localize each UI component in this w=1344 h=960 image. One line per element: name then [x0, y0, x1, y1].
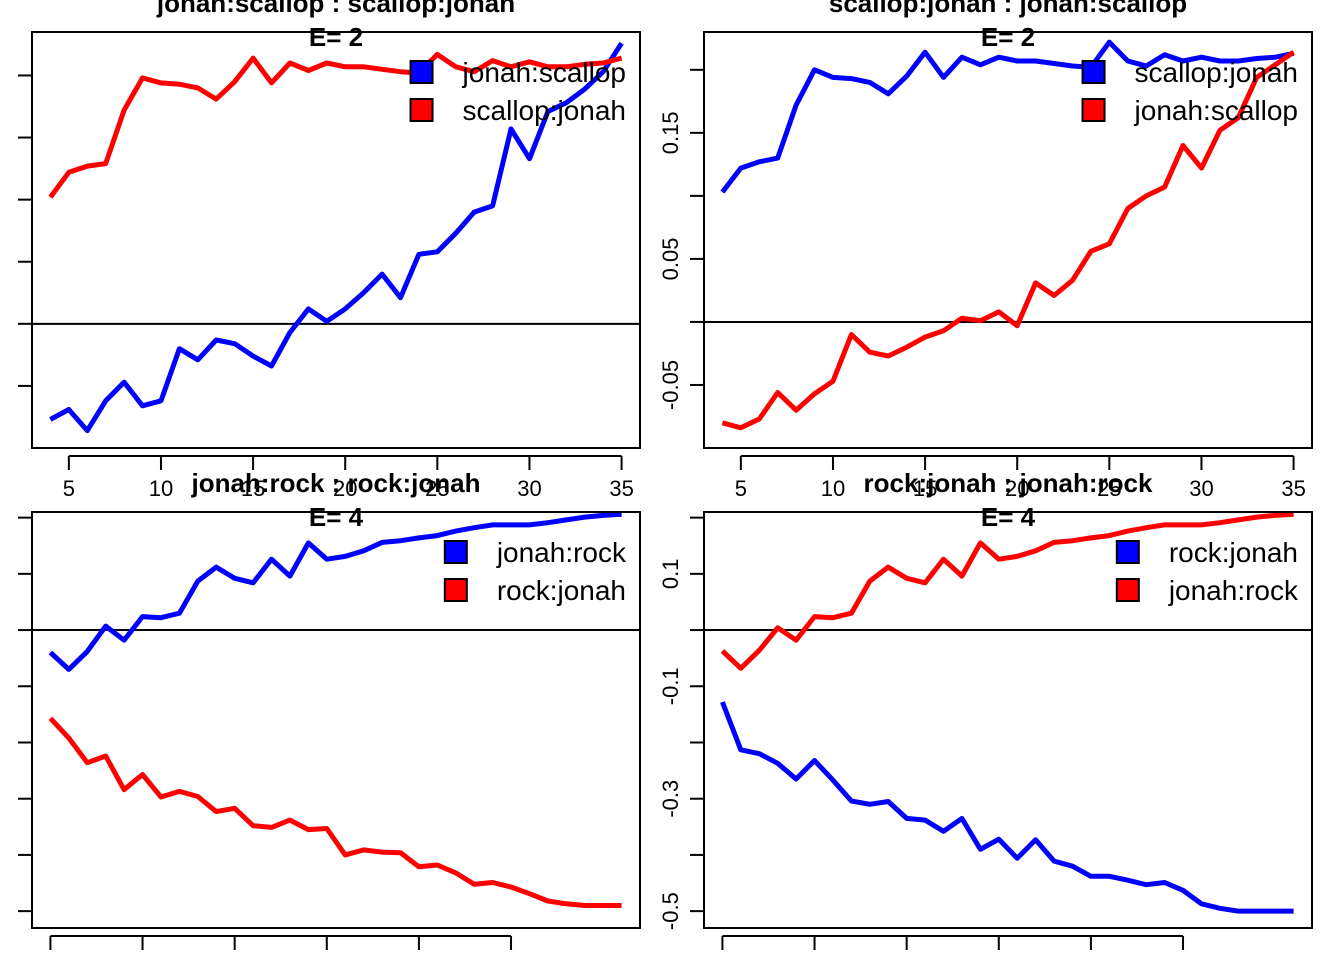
x-tick-label: 5 [735, 476, 747, 501]
legend-swatch-2 [1115, 578, 1140, 602]
legend-label-2: rock:jonah [497, 575, 626, 606]
y-tick-label: 0.15 [658, 111, 683, 154]
x-tick-label: 5 [63, 476, 75, 501]
x-tick-label: 25 [1097, 476, 1121, 501]
x-tick-label: 10 [821, 476, 845, 501]
y-tick-label: -0.1 [658, 667, 683, 705]
y-tick-label: -0.5 [658, 892, 683, 930]
x-tick-label: 20 [1005, 476, 1029, 501]
x-tick-label: 35 [609, 476, 633, 501]
y-tick-label: -0.3 [658, 780, 683, 818]
x-tick-label: 15 [913, 476, 937, 501]
series-line-1 [720, 701, 1294, 914]
legend-swatch-2 [443, 578, 468, 602]
series-line-1 [48, 511, 622, 672]
legend-label-1: scallop:jonah [1135, 57, 1298, 88]
chart-subtitle: E= 4 [981, 502, 1036, 532]
series-line-2 [721, 50, 1296, 431]
legend-swatch-2 [1081, 98, 1106, 122]
legend-swatch-1 [443, 540, 468, 564]
chart-title: jonah:scallop : scallop:jonah [156, 0, 515, 18]
chart-title: jonah:rock : rock:jonah [191, 468, 481, 498]
chart-panel-2: -0.05 0.05 0.15 5 10 15 20 25 30 35 scallop:jonah … [658, 0, 1313, 501]
plot-frame [703, 31, 1313, 449]
legend-label-1: jonah:scallop [462, 57, 626, 88]
series-line-1 [49, 41, 624, 434]
series-line-2 [48, 51, 623, 199]
x-tick-label: 20 [333, 476, 357, 501]
plot-frame [31, 31, 641, 449]
x-tick-label: 15 [241, 476, 265, 501]
x-tick-label: 10 [149, 476, 173, 501]
x-tick-label: 30 [1189, 476, 1213, 501]
chart-title: scallop:jonah : jonah:scallop [829, 0, 1187, 18]
y-tick-label: 0.1 [658, 559, 683, 590]
x-tick-label: 25 [425, 476, 449, 501]
legend-swatch-1 [1081, 60, 1106, 84]
chart-subtitle: E= 2 [309, 22, 363, 52]
y-tick-label: -0.05 [658, 360, 683, 410]
legend-label-1: jonah:rock [496, 537, 627, 568]
chart-subtitle: E= 4 [309, 502, 364, 532]
legend-label-1: rock:jonah [1169, 537, 1298, 568]
chart-panel-3: jonah:rock : rock:jonah E= 4 jonah:rock roc… [18, 468, 641, 950]
x-tick-label: 30 [517, 476, 541, 501]
legend-swatch-1 [1115, 540, 1140, 564]
legend-swatch-2 [409, 98, 434, 122]
chart-panel-1: 5 10 15 20 25 30 35 jonah:scallop : scallop:jon… [18, 0, 641, 501]
series-line-2 [720, 511, 1294, 671]
chart-title: rock:jonah : jonah:rock [864, 468, 1153, 498]
series-line-1 [720, 39, 1295, 194]
x-tick-label: 35 [1281, 476, 1305, 501]
legend-label-2: jonah:scallop [1134, 95, 1298, 126]
chart-subtitle: E= 2 [981, 22, 1035, 52]
legend-label-2: scallop:jonah [463, 95, 626, 126]
chart-panel-4: -0.5 -0.3 -0.1 0.1 rock:jonah : jonah:rock E=… [658, 468, 1313, 950]
plot-frame [703, 511, 1313, 929]
plot-frame [31, 511, 641, 929]
y-tick-label: 0.05 [658, 237, 683, 280]
series-line-2 [48, 716, 622, 908]
legend-label-2: jonah:rock [1168, 575, 1299, 606]
legend-swatch-1 [409, 60, 434, 84]
